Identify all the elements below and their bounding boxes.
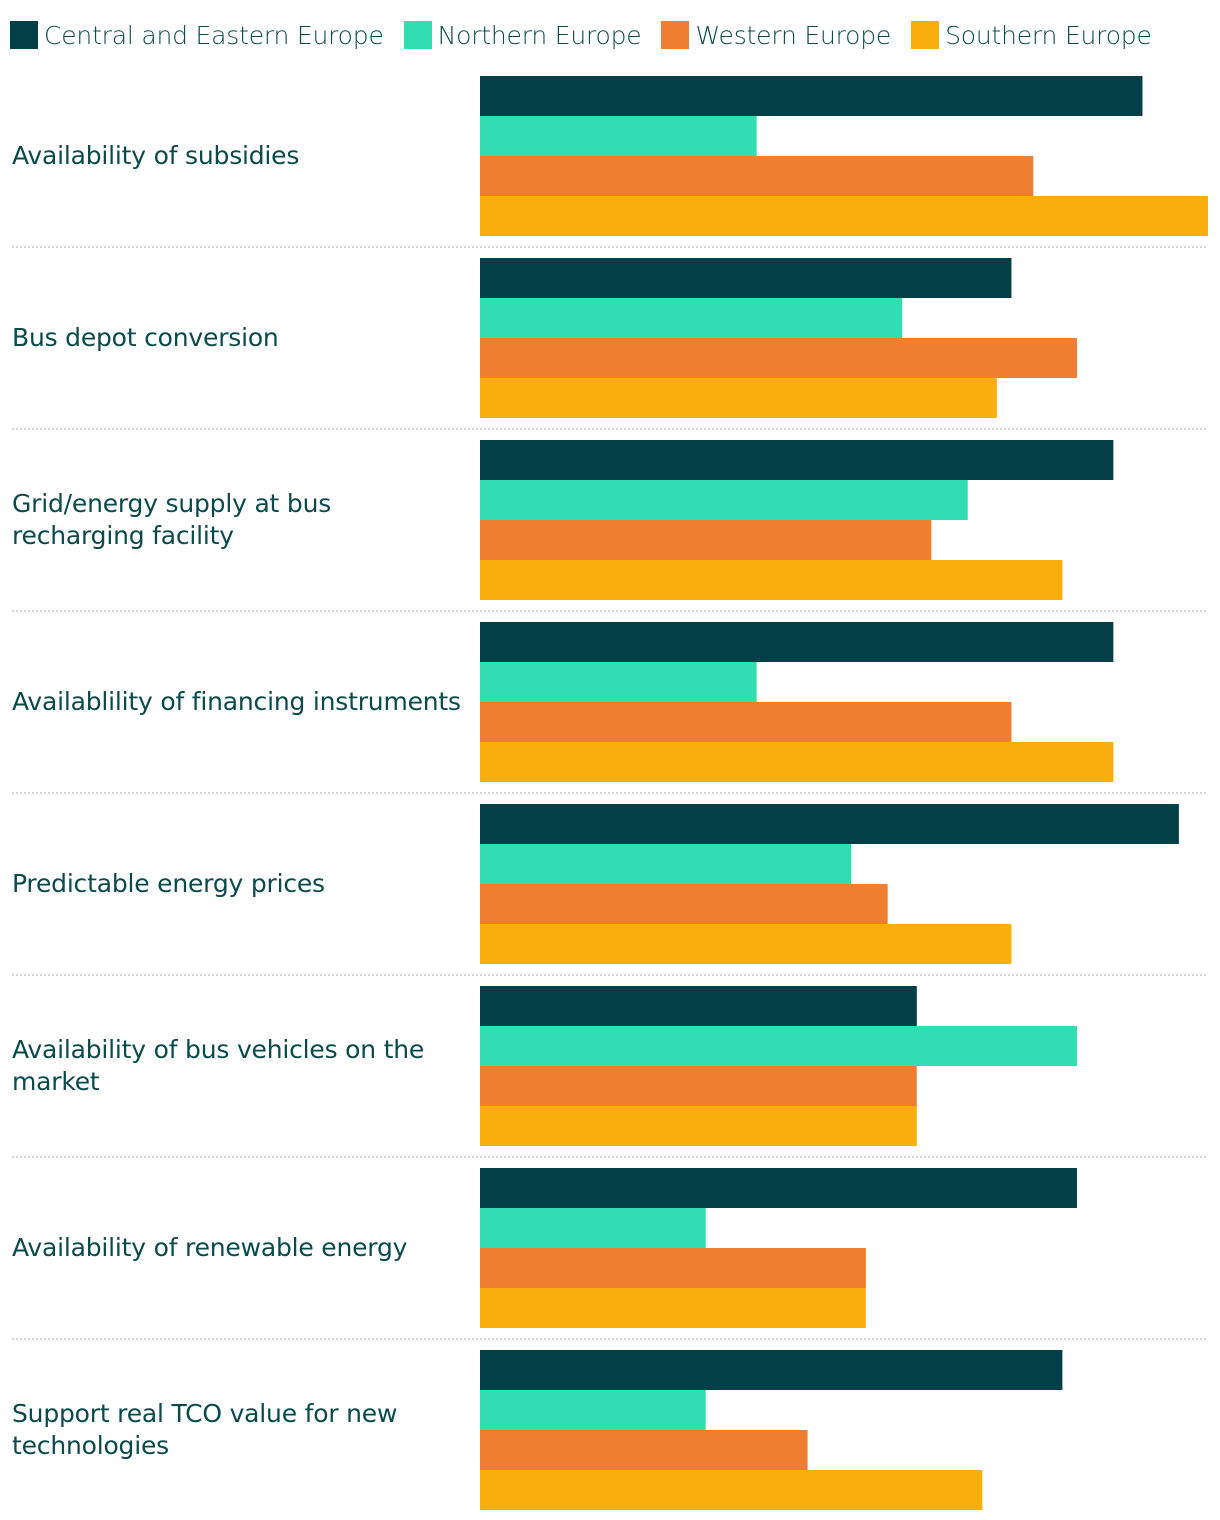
category-label-grid-energy-supply: Grid/energy supply at bus recharging fac… [12, 489, 332, 550]
bar-availability-of-bus-vehicles-on-the-market-southern-europe [480, 1106, 917, 1146]
bar-bus-depot-conversion-western-europe [480, 338, 1077, 378]
legend-label-western-europe: Western Europe [695, 20, 892, 50]
bar-predictable-energy-prices-western-europe [480, 884, 888, 924]
bar-support-real-tco-value-for-new-technologies-central-and-eastern-europe [480, 1350, 1063, 1390]
bar-availability-of-subsidies-central-and-eastern-europe [480, 76, 1143, 116]
bar-availability-of-bus-vehicles-on-the-market-western-europe [480, 1066, 917, 1106]
bar-grid-energy-supply-at-bus-recharging-facility-central-and-eastern-europe [480, 440, 1114, 480]
category-label-bus-vehicles-market: Availability of bus vehicles on the mark… [12, 1035, 425, 1096]
legend-label-southern-europe: Southern Europe [945, 20, 1152, 50]
bar-support-real-tco-value-for-new-technologies-western-europe [480, 1430, 808, 1470]
legend-item-central-eastern-europe[interactable]: Central and Eastern Europe [10, 21, 384, 50]
category-label-availability-of-subsidies: Availability of subsidies [12, 141, 300, 170]
bar-support-real-tco-value-for-new-technologies-southern-europe [480, 1470, 983, 1510]
bar-availability-of-renewable-energy-central-and-eastern-europe [480, 1168, 1077, 1208]
bar-predictable-energy-prices-northern-europe [480, 844, 852, 884]
bar-grid-energy-supply-at-bus-recharging-facility-southern-europe [480, 560, 1063, 600]
legend-swatch-southern-europe [911, 21, 940, 49]
bar-availability-of-renewable-energy-northern-europe [480, 1208, 706, 1248]
bar-availablility-of-financing-instruments-southern-europe [480, 742, 1114, 782]
bar-availablility-of-financing-instruments-western-europe [480, 702, 1012, 742]
legend-swatch-western-europe [661, 21, 690, 49]
bar-availability-of-subsidies-western-europe [480, 156, 1034, 196]
category-label-tco-value: Support real TCO value for new technolog… [12, 1399, 398, 1460]
bar-support-real-tco-value-for-new-technologies-northern-europe [480, 1390, 706, 1430]
bar-availablility-of-financing-instruments-central-and-eastern-europe [480, 622, 1114, 662]
category-label-predictable-energy-prices: Predictable energy prices [12, 869, 325, 898]
category-label-renewable-energy: Availability of renewable energy [12, 1233, 408, 1262]
bar-bus-depot-conversion-southern-europe [480, 378, 997, 418]
legend-swatch-central-eastern-europe [10, 21, 38, 49]
legend-item-southern-europe[interactable]: Southern Europe [911, 21, 1152, 50]
bar-availability-of-subsidies-southern-europe [480, 196, 1208, 236]
legend-label-northern-europe: Northern Europe [437, 20, 642, 50]
bar-bus-depot-conversion-central-and-eastern-europe [480, 258, 1012, 298]
bar-grid-energy-supply-at-bus-recharging-facility-northern-europe [480, 480, 968, 520]
category-label-financing-instruments: Availablility of financing instruments [12, 687, 461, 716]
bar-availability-of-renewable-energy-southern-europe [480, 1288, 866, 1328]
bar-availability-of-subsidies-northern-europe [480, 116, 757, 156]
bar-availability-of-bus-vehicles-on-the-market-northern-europe [480, 1026, 1077, 1066]
legend-item-northern-europe[interactable]: Northern Europe [403, 20, 642, 50]
legend-item-western-europe[interactable]: Western Europe [661, 21, 891, 50]
bar-availability-of-renewable-energy-western-europe [480, 1248, 866, 1288]
bar-predictable-energy-prices-southern-europe [480, 924, 1012, 964]
legend-label-central-eastern-europe: Central and Eastern Europe [44, 20, 384, 50]
bar-availability-of-bus-vehicles-on-the-market-central-and-eastern-europe [480, 986, 917, 1026]
bar-bus-depot-conversion-northern-europe [480, 298, 903, 338]
legend: Central and Eastern Europe Northern Euro… [10, 20, 1172, 50]
legend-swatch-northern-europe [403, 21, 432, 49]
bar-availablility-of-financing-instruments-northern-europe [480, 662, 757, 702]
bar-predictable-energy-prices-central-and-eastern-europe [480, 804, 1179, 844]
bar-grid-energy-supply-at-bus-recharging-facility-western-europe [480, 520, 932, 560]
category-label-bus-depot-conversion: Bus depot conversion [12, 323, 279, 352]
